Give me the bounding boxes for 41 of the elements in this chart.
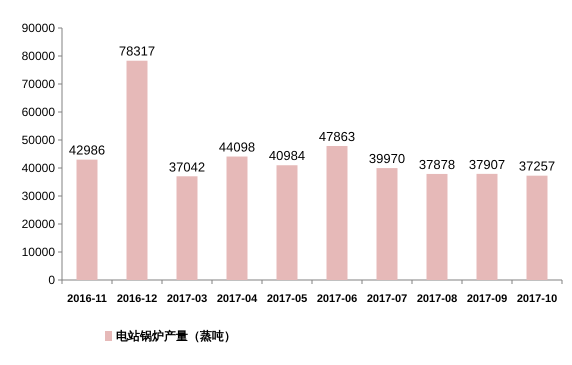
data-label: 40984 bbox=[268, 148, 306, 164]
x-tick-label: 2016-12 bbox=[116, 293, 158, 305]
data-label: 44098 bbox=[218, 140, 256, 155]
y-tick-label: 0 bbox=[48, 273, 56, 287]
data-label: 37878 bbox=[418, 156, 456, 172]
y-tick-label: 10000 bbox=[22, 245, 56, 259]
y-tick-label: 70000 bbox=[22, 77, 56, 91]
x-tick-label: 2017-08 bbox=[416, 293, 458, 305]
data-label: 78317 bbox=[118, 44, 156, 59]
data-label: 47863 bbox=[318, 128, 356, 144]
x-tick-label: 2017-05 bbox=[266, 293, 308, 305]
bar bbox=[426, 174, 448, 280]
x-tick-label: 2016-11 bbox=[67, 293, 107, 305]
bar bbox=[126, 60, 148, 280]
y-tick-label: 50000 bbox=[22, 133, 56, 147]
x-tick-label: 2017-06 bbox=[316, 293, 358, 305]
data-label: 42986 bbox=[68, 142, 106, 158]
bar bbox=[376, 168, 398, 280]
y-tick-label: 80000 bbox=[22, 49, 56, 63]
data-label: 37257 bbox=[518, 158, 556, 174]
y-tick-label: 40000 bbox=[22, 161, 56, 175]
bar bbox=[476, 174, 498, 280]
data-label: 37907 bbox=[468, 156, 506, 172]
legend-label: 电站锅炉产量（蒸吨） bbox=[116, 329, 236, 343]
y-tick-label: 30000 bbox=[22, 189, 56, 203]
bar bbox=[276, 165, 298, 280]
x-tick-label: 2017-10 bbox=[516, 293, 558, 305]
bar bbox=[76, 160, 98, 280]
y-tick-label: 90000 bbox=[22, 21, 56, 35]
x-tick-label: 2017-09 bbox=[466, 293, 508, 305]
bar bbox=[326, 146, 348, 280]
x-tick-label: 2017-07 bbox=[366, 293, 408, 305]
bar bbox=[226, 156, 248, 280]
data-label: 39970 bbox=[368, 151, 406, 166]
bar bbox=[176, 176, 198, 280]
data-label: 37042 bbox=[168, 159, 206, 174]
y-tick-label: 20000 bbox=[22, 217, 56, 231]
y-tick-label: 60000 bbox=[22, 105, 56, 119]
bar bbox=[526, 176, 548, 280]
x-tick-label: 2017-03 bbox=[166, 293, 208, 305]
x-tick-label: 2017-04 bbox=[216, 293, 258, 305]
